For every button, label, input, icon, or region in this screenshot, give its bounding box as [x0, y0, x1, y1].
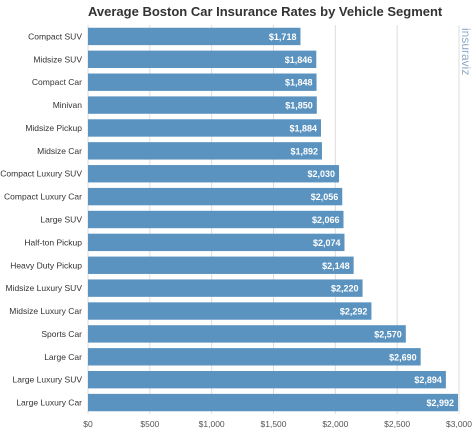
category-label: Half-ton Pickup	[24, 237, 82, 247]
bar	[88, 370, 446, 389]
bar	[88, 142, 322, 160]
bar	[88, 325, 406, 343]
bar	[88, 50, 317, 69]
x-tick-label: $2,000	[322, 419, 348, 429]
category-label: Large Luxury SUV	[13, 375, 83, 385]
value-label: $1,846	[285, 55, 313, 65]
bar	[88, 187, 343, 206]
chart-title: Average Boston Car Insurance Rates by Ve…	[88, 4, 443, 19]
value-label: $1,718	[269, 32, 297, 42]
x-tick-label: $0	[83, 419, 93, 429]
value-label: $2,690	[389, 352, 417, 362]
value-label: $2,074	[313, 238, 341, 248]
category-label: Minivan	[53, 100, 83, 110]
value-label: $2,570	[374, 329, 402, 339]
x-tick-labels: $0 $500 $1,000 $1,500 $2,000 $2,500 $3,000	[83, 419, 472, 429]
category-label: Midsize SUV	[33, 54, 82, 64]
bar	[88, 302, 372, 320]
bar	[88, 233, 345, 252]
value-label: $1,892	[290, 146, 318, 156]
value-label: $2,148	[322, 261, 350, 271]
category-label: Compact SUV	[28, 31, 82, 41]
value-label: $2,030	[308, 169, 336, 179]
bar	[88, 119, 321, 137]
x-tick-label: $1,000	[199, 419, 225, 429]
bar	[88, 256, 354, 274]
category-label: Midsize Pickup	[25, 123, 82, 133]
value-label: $1,884	[289, 123, 317, 133]
bar	[88, 165, 340, 183]
category-label: Midsize Car	[37, 146, 82, 156]
x-tick-label: $500	[140, 419, 159, 429]
category-label: Heavy Duty Pickup	[10, 260, 82, 270]
value-label: $1,850	[285, 101, 313, 111]
value-label: $2,066	[312, 215, 340, 225]
category-label: Midsize Luxury SUV	[5, 283, 82, 293]
x-tick-label: $2,500	[384, 419, 410, 429]
bar	[88, 210, 344, 229]
category-label: Compact Luxury Car	[4, 192, 82, 202]
x-tick-label: $3,000	[446, 419, 472, 429]
category-label: Compact Car	[32, 77, 82, 87]
bar	[88, 348, 421, 366]
bar	[88, 96, 317, 114]
category-label: Large Luxury Car	[16, 398, 82, 408]
value-label: $2,220	[331, 284, 359, 294]
x-tick-label: $1,500	[261, 419, 287, 429]
watermark-logo: insuraviz	[459, 28, 473, 75]
value-label: $2,056	[311, 192, 339, 202]
category-label: Sports Car	[41, 329, 82, 339]
category-label: Midsize Luxury Car	[9, 306, 82, 316]
bars	[88, 27, 459, 412]
value-label: $1,848	[285, 78, 313, 88]
bar	[88, 27, 301, 46]
value-label: $2,992	[426, 398, 454, 408]
value-label: $2,292	[340, 307, 368, 317]
category-label: Large Car	[44, 352, 82, 362]
bar	[88, 393, 459, 412]
category-labels: Compact SUV Midsize SUV Compact Car Minivan…	[0, 31, 82, 407]
value-labels: $1,718 $1,846 $1,848 $1,850 $1,884 $1,892 $2,0…	[269, 32, 454, 408]
category-label: Large SUV	[40, 215, 82, 225]
bar	[88, 279, 363, 297]
category-label: Compact Luxury SUV	[0, 169, 82, 179]
bar	[88, 73, 317, 91]
value-label: $2,894	[414, 375, 442, 385]
